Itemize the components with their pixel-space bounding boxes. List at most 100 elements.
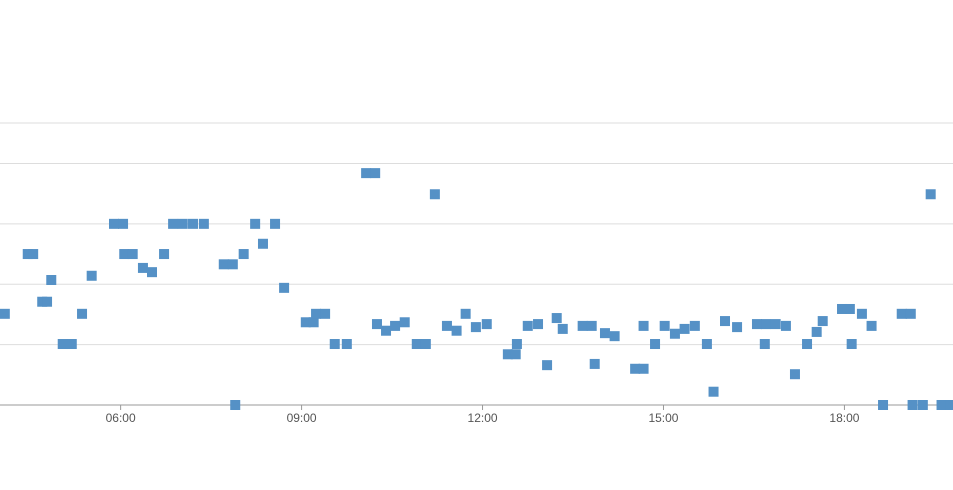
point xyxy=(837,303,848,314)
point xyxy=(589,358,600,369)
point xyxy=(311,308,322,319)
point xyxy=(856,308,867,319)
x-tick-label: 06:00 xyxy=(106,411,136,425)
point xyxy=(308,317,319,328)
point xyxy=(159,249,170,260)
point xyxy=(451,325,462,336)
point xyxy=(502,349,513,360)
point xyxy=(127,249,138,260)
point xyxy=(108,218,119,229)
point xyxy=(650,339,661,350)
point xyxy=(761,319,772,330)
point xyxy=(551,313,562,324)
point xyxy=(557,323,568,334)
point xyxy=(780,320,791,331)
point xyxy=(905,308,916,319)
point xyxy=(460,308,471,319)
point xyxy=(659,320,670,331)
point xyxy=(270,218,281,229)
point xyxy=(577,320,588,331)
point xyxy=(679,323,690,334)
x-tick-label: 18:00 xyxy=(829,411,859,425)
point xyxy=(57,339,68,350)
point xyxy=(218,259,229,270)
point xyxy=(28,249,39,260)
point xyxy=(925,189,936,200)
point xyxy=(381,325,392,336)
point xyxy=(250,218,261,229)
point xyxy=(866,320,877,331)
point xyxy=(371,319,382,330)
point xyxy=(411,339,422,350)
point xyxy=(720,316,731,327)
point xyxy=(361,168,372,179)
point xyxy=(751,319,762,330)
point xyxy=(533,319,544,330)
point xyxy=(198,218,209,229)
point xyxy=(669,328,680,339)
point xyxy=(770,319,781,330)
point xyxy=(168,218,179,229)
x-tick-label: 09:00 xyxy=(287,411,317,425)
point xyxy=(390,320,401,331)
point xyxy=(936,400,947,410)
point xyxy=(638,363,649,374)
point xyxy=(510,349,521,360)
point xyxy=(609,331,620,342)
point xyxy=(320,308,331,319)
point xyxy=(399,317,410,328)
point xyxy=(146,267,157,278)
point xyxy=(227,259,238,270)
point xyxy=(0,308,10,319)
point xyxy=(638,320,649,331)
point xyxy=(811,326,822,337)
point xyxy=(878,400,889,410)
point xyxy=(542,360,553,371)
point xyxy=(917,400,928,410)
point xyxy=(420,339,431,350)
point xyxy=(429,189,440,200)
point xyxy=(708,386,719,397)
point xyxy=(22,249,33,260)
point xyxy=(238,249,249,260)
point xyxy=(630,363,641,374)
point xyxy=(689,320,700,331)
point xyxy=(441,320,452,331)
point xyxy=(230,400,241,410)
point xyxy=(177,218,188,229)
point xyxy=(370,168,381,179)
point xyxy=(66,339,77,350)
point xyxy=(759,339,770,350)
point xyxy=(907,400,918,410)
x-tick-label: 12:00 xyxy=(468,411,498,425)
point xyxy=(701,339,712,350)
point xyxy=(86,270,97,281)
point xyxy=(817,316,828,327)
point xyxy=(511,339,522,350)
point xyxy=(945,400,953,410)
point xyxy=(42,296,53,307)
point xyxy=(77,308,88,319)
point xyxy=(802,339,813,350)
point xyxy=(329,339,340,350)
point xyxy=(300,317,311,328)
point xyxy=(188,218,199,229)
point xyxy=(844,303,855,314)
x-tick-label: 15:00 xyxy=(648,411,678,425)
point xyxy=(341,339,352,350)
point xyxy=(137,262,148,273)
point xyxy=(481,319,492,330)
point xyxy=(732,322,743,333)
point xyxy=(599,328,610,339)
point xyxy=(846,339,857,350)
point xyxy=(119,249,130,260)
point xyxy=(118,218,129,229)
point xyxy=(522,320,533,331)
point xyxy=(257,238,268,249)
point xyxy=(46,275,57,286)
point xyxy=(279,282,290,293)
point xyxy=(470,322,481,333)
point xyxy=(789,369,800,380)
point xyxy=(586,320,597,331)
